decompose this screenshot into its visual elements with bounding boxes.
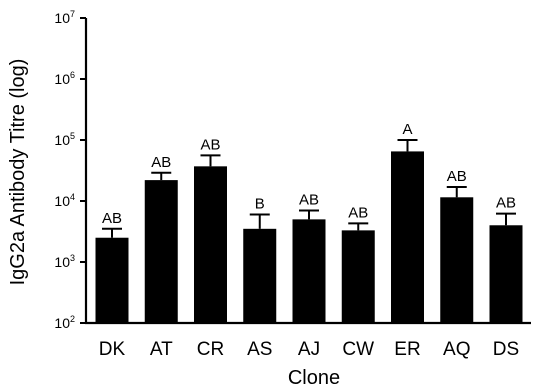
y-tick-exponent: 5 <box>70 131 75 141</box>
significance-label-as: B <box>255 196 265 213</box>
bar-at <box>144 180 178 323</box>
y-tick-base: 10 <box>54 132 70 148</box>
significance-label-dk: AB <box>102 210 122 227</box>
y-tick-base: 10 <box>54 10 70 26</box>
significance-label-aq: AB <box>447 168 467 185</box>
y-tick-base: 10 <box>54 254 70 270</box>
bars <box>95 151 523 323</box>
y-tick-exponent: 6 <box>70 70 75 80</box>
category-label-cr: CR <box>197 339 224 360</box>
bar-aj <box>292 219 326 323</box>
bar-aq <box>440 197 474 323</box>
category-label-dk: DK <box>99 339 126 360</box>
y-tick-exponent: 2 <box>70 314 75 324</box>
y-axis-title: IgG2a Antibody Titre (log) <box>7 59 29 286</box>
category-label-ds: DS <box>493 339 519 360</box>
significance-label-cr: AB <box>200 136 220 153</box>
y-tick-label: 104 <box>54 192 75 209</box>
category-label-cw: CW <box>342 339 374 360</box>
y-tick-label: 105 <box>54 131 75 148</box>
significance-label-er: A <box>402 121 412 138</box>
y-tick-label: 106 <box>54 70 75 87</box>
category-label-er: ER <box>394 339 420 360</box>
x-axis-title: Clone <box>288 367 340 389</box>
category-label-aq: AQ <box>443 339 470 360</box>
category-labels: DK AT CR AS AJ CW ER AQ DS <box>99 339 519 360</box>
bar-cw <box>341 230 375 323</box>
y-tick-base: 10 <box>54 193 70 209</box>
y-tick-label: 102 <box>54 314 75 331</box>
y-tick-exponent: 7 <box>70 9 75 19</box>
significance-labels: AB AB AB B AB AB A AB AB <box>102 121 516 227</box>
category-label-at: AT <box>150 339 173 360</box>
significance-label-at: AB <box>151 154 171 171</box>
y-tick-base: 10 <box>54 71 70 87</box>
y-tick-label: 103 <box>54 253 75 270</box>
category-label-as: AS <box>247 339 272 360</box>
bar-ds <box>489 225 523 323</box>
error-bars <box>102 139 516 238</box>
significance-label-cw: AB <box>348 204 368 221</box>
significance-label-ds: AB <box>496 195 516 212</box>
y-tick-exponent: 4 <box>70 192 75 202</box>
bar-as <box>243 228 277 323</box>
bar-dk <box>95 237 129 323</box>
category-label-aj: AJ <box>298 339 320 360</box>
bar-cr <box>194 166 227 323</box>
y-tick-base: 10 <box>54 315 70 331</box>
y-tick-exponent: 3 <box>70 253 75 263</box>
bar-er <box>391 151 424 323</box>
significance-label-aj: AB <box>299 191 319 208</box>
y-tick-label: 107 <box>54 9 75 26</box>
